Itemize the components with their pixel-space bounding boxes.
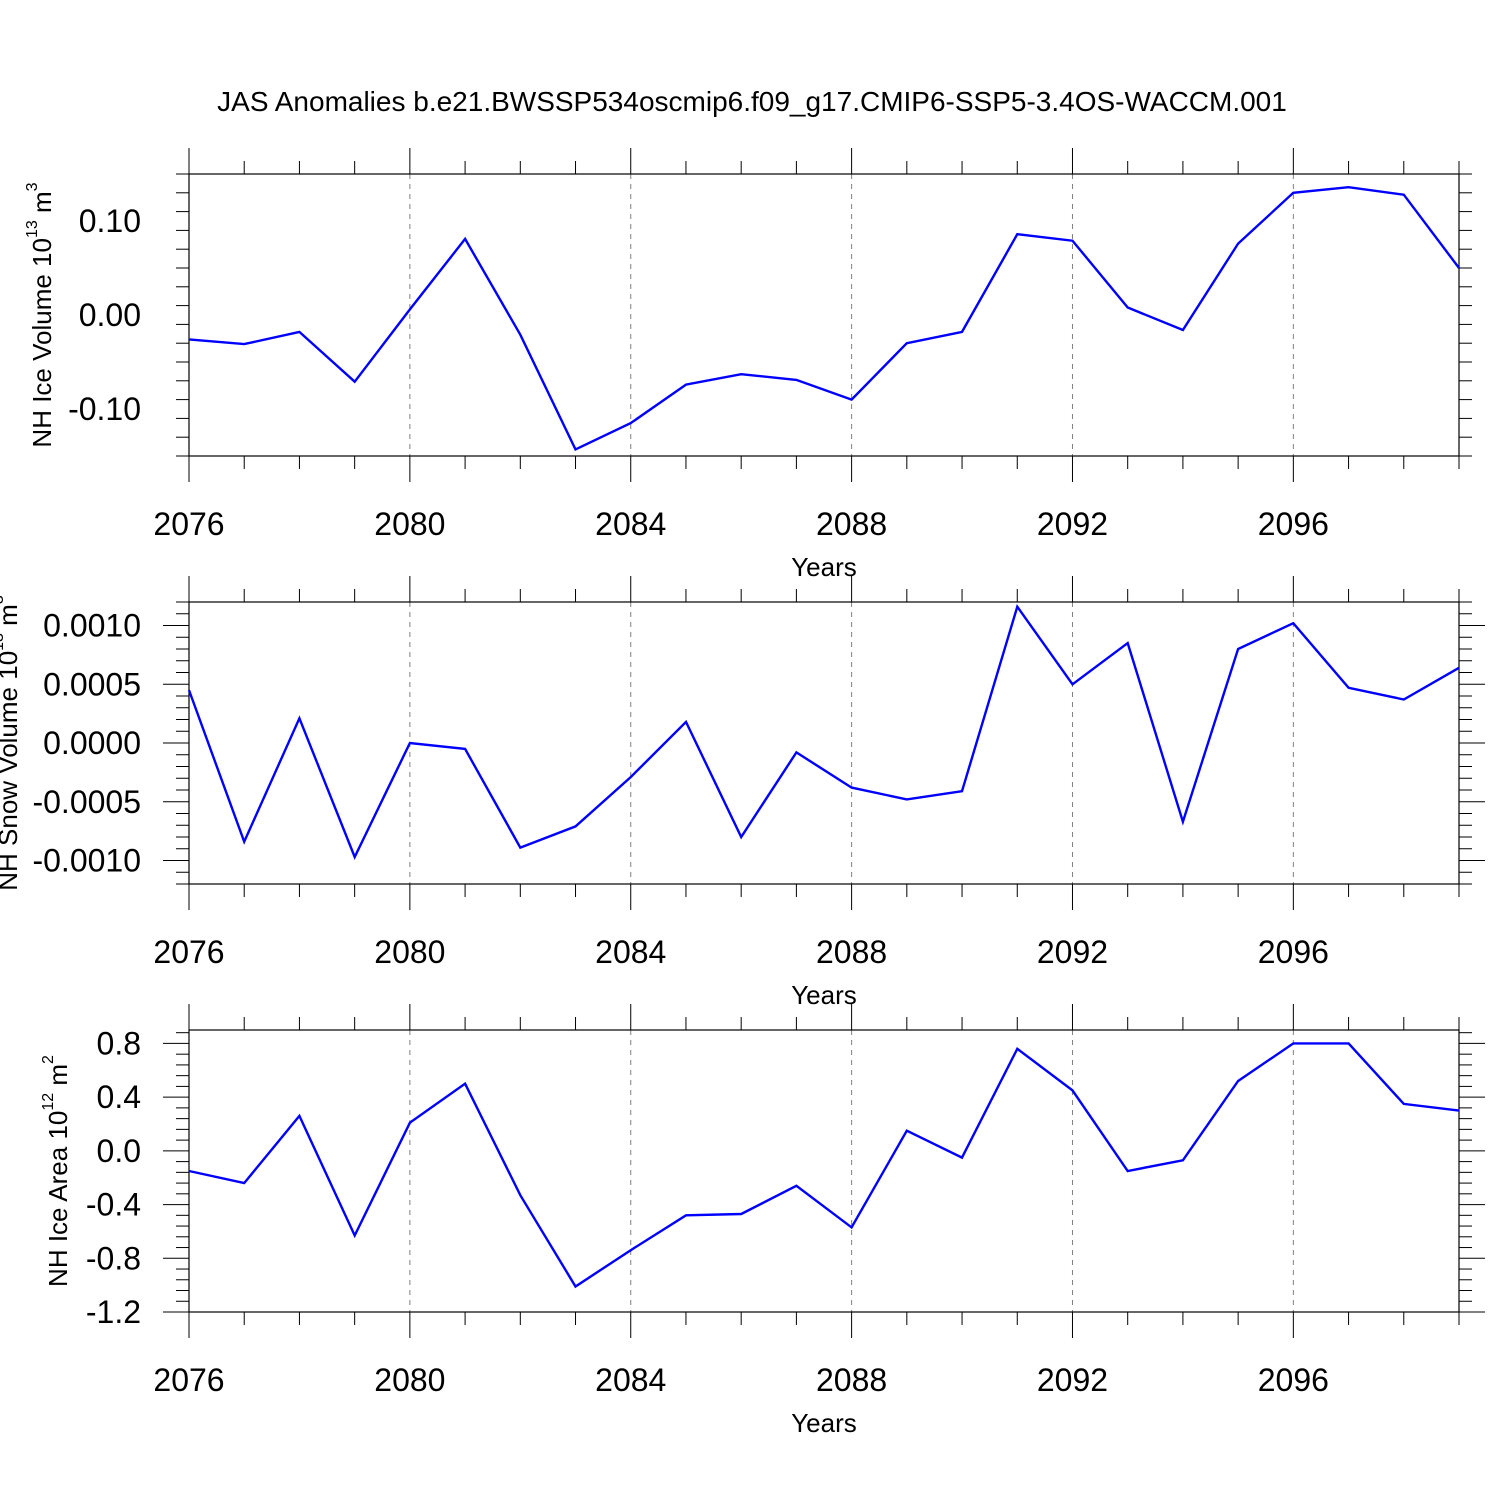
x-tick-label: 2084: [595, 934, 666, 970]
x-tick-label: 2088: [816, 1362, 887, 1398]
x-tick-label: 2076: [153, 1362, 224, 1398]
y-axis-label-unit-exp: 3: [0, 595, 7, 604]
y-axis-label-unit-exp: 2: [40, 1055, 57, 1064]
x-tick-label: 2096: [1258, 1362, 1329, 1398]
y-axis-label: NH Ice Area 1012 m2: [40, 1055, 74, 1287]
x-tick-label: 2080: [374, 934, 445, 970]
y-axis-label-unit: m: [27, 191, 57, 220]
y-axis-label-text: NH Ice Volume 10: [27, 238, 57, 448]
y-axis-label-unit: m: [0, 604, 23, 633]
chart-panel-3: 0.8 0.4 0.0 -0.4 -0.8 -1.2 2076 2080 2084 2088 209…: [40, 1004, 1485, 1438]
y-axis-label-exp: 13: [24, 220, 41, 238]
chart-panel-1: 0.10 0.00 -0.10 2076 2080 2084 2088 2092 2096 Yea…: [24, 148, 1472, 582]
y-axis-label: NH Snow Volume 1013 m3: [0, 595, 23, 891]
y-tick-label: -0.10: [68, 391, 141, 427]
y-tick-label: 0.10: [79, 203, 141, 239]
x-tick-label: 2080: [374, 506, 445, 542]
x-tick-label: 2080: [374, 1362, 445, 1398]
plot-frame: [188, 1029, 1460, 1313]
x-tick-label: 2096: [1258, 506, 1329, 542]
y-tick-label: 0.0005: [43, 666, 141, 702]
y-axis-label-exp: 12: [40, 1093, 57, 1111]
chart-panel-2: 0.0010 0.0005 0.0000 -0.0005 -0.0010 2076 2080…: [0, 576, 1485, 1010]
y-tick-label: -0.0005: [32, 784, 141, 820]
y-tick-label: 0.0: [97, 1133, 141, 1169]
y-axis-label-unit-exp: 3: [24, 182, 41, 191]
series-line: [187, 604, 1460, 860]
x-tick-label: 2084: [595, 1362, 666, 1398]
y-tick-label: 0.00: [79, 297, 141, 333]
y-tick-label: -1.2: [86, 1294, 141, 1330]
x-tick-label: 2096: [1258, 934, 1329, 970]
x-tick-label: 2092: [1037, 934, 1108, 970]
x-tick-label: 2084: [595, 506, 666, 542]
y-tick-label: 0.8: [97, 1025, 141, 1061]
x-tick-label: 2076: [153, 506, 224, 542]
y-tick-label: -0.0010: [32, 843, 141, 879]
x-axis-label: Years: [791, 552, 857, 582]
series-line: [188, 1042, 1460, 1289]
y-tick-label: -0.8: [86, 1240, 141, 1276]
y-tick-label: 0.0010: [43, 608, 141, 644]
x-tick-label: 2092: [1037, 1362, 1108, 1398]
plot-frame: [188, 601, 1460, 885]
y-axis-label: NH Ice Volume 1013 m3: [24, 182, 58, 447]
x-tick-label: 2088: [816, 934, 887, 970]
x-axis-label: Years: [791, 980, 857, 1010]
plot-frame: [188, 173, 1460, 457]
y-axis-label-text: NH Ice Area 10: [43, 1111, 73, 1287]
x-tick-label: 2088: [816, 506, 887, 542]
y-tick-label: 0.4: [97, 1079, 141, 1115]
y-axis-label-unit: m: [43, 1064, 73, 1093]
y-axis-label-text: NH Snow Volume 10: [0, 651, 23, 891]
series-line: [188, 185, 1460, 451]
y-axis-label-exp: 13: [0, 633, 7, 651]
x-tick-label: 2092: [1037, 506, 1108, 542]
y-tick-label: 0.0000: [43, 725, 141, 761]
x-tick-label: 2076: [153, 934, 224, 970]
y-tick-label: -0.4: [86, 1187, 141, 1223]
x-axis-label: Years: [791, 1408, 857, 1438]
chart-title: JAS Anomalies b.e21.BWSSP534oscmip6.f09_…: [217, 86, 1287, 117]
